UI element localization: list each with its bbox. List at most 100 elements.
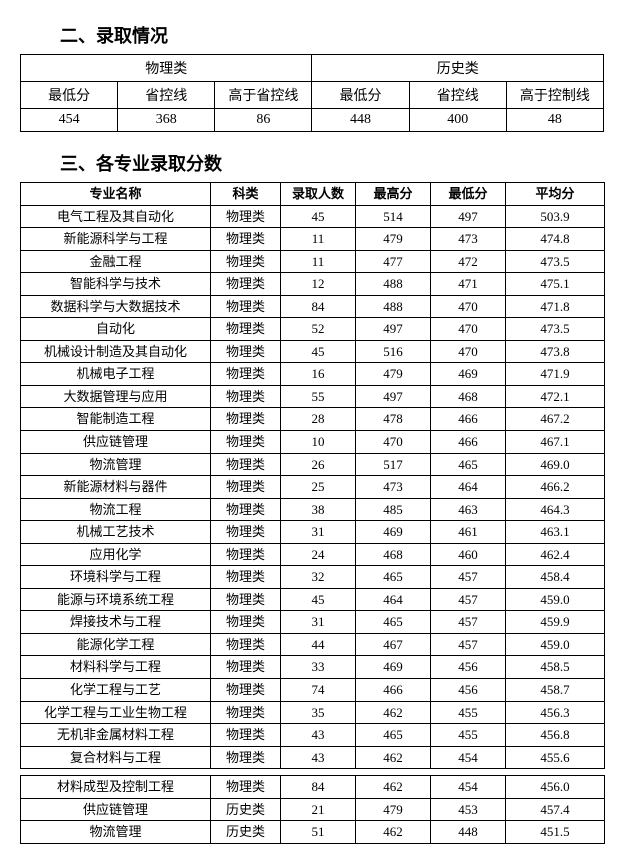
major-name: 材料科学与工程: [21, 656, 211, 679]
major-name: 环境科学与工程: [21, 566, 211, 589]
major-cell: 467: [356, 633, 431, 656]
major-cell: 473.8: [506, 340, 605, 363]
major-cell: 457.4: [506, 798, 605, 821]
table-row: 新能源材料与器件物理类25473464466.2: [21, 476, 605, 499]
majors-table-a: 专业名称科类录取人数最高分最低分平均分 电气工程及其自动化物理类45514497…: [20, 182, 605, 769]
table-row: 供应链管理物理类10470466467.1: [21, 431, 605, 454]
major-cell: 467.1: [506, 431, 605, 454]
major-cell: 458.5: [506, 656, 605, 679]
table-row: 能源与环境系统工程物理类45464457459.0: [21, 588, 605, 611]
major-cell: 471.8: [506, 295, 605, 318]
major-cell: 497: [356, 318, 431, 341]
major-cell: 454: [431, 776, 506, 799]
major-cell: 物理类: [211, 340, 281, 363]
table-row: 复合材料与工程物理类43462454455.6: [21, 746, 605, 769]
major-cell: 物理类: [211, 363, 281, 386]
major-cell: 503.9: [506, 205, 605, 228]
major-cell: 物理类: [211, 633, 281, 656]
major-cell: 468: [431, 385, 506, 408]
major-cell: 物理类: [211, 566, 281, 589]
table-row: 无机非金属材料工程物理类43465455456.8: [21, 724, 605, 747]
major-cell: 459.0: [506, 633, 605, 656]
admission-value: 454: [21, 109, 118, 132]
major-cell: 453: [431, 798, 506, 821]
table-row: 机械工艺技术物理类31469461463.1: [21, 521, 605, 544]
major-cell: 物理类: [211, 273, 281, 296]
major-cell: 471.9: [506, 363, 605, 386]
group-header-physics: 物理类: [21, 55, 312, 82]
major-cell: 517: [356, 453, 431, 476]
table-row: 化学工程与工艺物理类74466456458.7: [21, 679, 605, 702]
table-row: 供应链管理历史类21479453457.4: [21, 798, 605, 821]
table-row: 机械设计制造及其自动化物理类45516470473.8: [21, 340, 605, 363]
admission-subheader: 高于控制线: [506, 82, 603, 109]
major-cell: 466: [356, 679, 431, 702]
majors-header: 录取人数: [281, 183, 356, 206]
section-title-majors: 三、各专业录取分数: [60, 150, 604, 176]
table-row: 物流管理物理类26517465469.0: [21, 453, 605, 476]
table-row: 自动化物理类52497470473.5: [21, 318, 605, 341]
major-name: 复合材料与工程: [21, 746, 211, 769]
major-cell: 470: [431, 340, 506, 363]
major-cell: 456: [431, 679, 506, 702]
majors-header: 最低分: [431, 183, 506, 206]
major-cell: 473.5: [506, 250, 605, 273]
major-cell: 514: [356, 205, 431, 228]
major-cell: 479: [356, 798, 431, 821]
major-name: 新能源材料与器件: [21, 476, 211, 499]
major-name: 自动化: [21, 318, 211, 341]
major-cell: 43: [281, 724, 356, 747]
admission-value: 400: [409, 109, 506, 132]
major-cell: 451.5: [506, 821, 605, 844]
major-cell: 478: [356, 408, 431, 431]
major-cell: 488: [356, 273, 431, 296]
major-name: 金融工程: [21, 250, 211, 273]
major-cell: 43: [281, 746, 356, 769]
major-cell: 469.0: [506, 453, 605, 476]
table-row: 数据科学与大数据技术物理类84488470471.8: [21, 295, 605, 318]
major-cell: 16: [281, 363, 356, 386]
table-row: 机械电子工程物理类16479469471.9: [21, 363, 605, 386]
major-cell: 462: [356, 701, 431, 724]
major-cell: 454: [431, 746, 506, 769]
major-name: 数据科学与大数据技术: [21, 295, 211, 318]
major-cell: 468: [356, 543, 431, 566]
major-cell: 物理类: [211, 611, 281, 634]
major-cell: 470: [356, 431, 431, 454]
major-cell: 465: [356, 724, 431, 747]
major-cell: 38: [281, 498, 356, 521]
majors-header: 平均分: [506, 183, 605, 206]
major-cell: 485: [356, 498, 431, 521]
major-name: 电气工程及其自动化: [21, 205, 211, 228]
major-cell: 45: [281, 340, 356, 363]
major-name: 机械设计制造及其自动化: [21, 340, 211, 363]
major-cell: 497: [356, 385, 431, 408]
major-cell: 462: [356, 776, 431, 799]
major-cell: 物理类: [211, 588, 281, 611]
major-cell: 物理类: [211, 656, 281, 679]
majors-header: 最高分: [356, 183, 431, 206]
major-cell: 52: [281, 318, 356, 341]
major-cell: 11: [281, 250, 356, 273]
major-cell: 469: [356, 656, 431, 679]
major-cell: 物理类: [211, 408, 281, 431]
major-cell: 463: [431, 498, 506, 521]
majors-header: 专业名称: [21, 183, 211, 206]
admission-value: 86: [215, 109, 312, 132]
major-cell: 33: [281, 656, 356, 679]
major-cell: 32: [281, 566, 356, 589]
major-cell: 475.1: [506, 273, 605, 296]
major-cell: 465: [356, 566, 431, 589]
major-cell: 457: [431, 633, 506, 656]
major-cell: 477: [356, 250, 431, 273]
major-cell: 28: [281, 408, 356, 431]
major-name: 机械电子工程: [21, 363, 211, 386]
major-cell: 物理类: [211, 746, 281, 769]
major-cell: 历史类: [211, 821, 281, 844]
table-row: 环境科学与工程物理类32465457458.4: [21, 566, 605, 589]
admission-value: 48: [506, 109, 603, 132]
major-cell: 物理类: [211, 205, 281, 228]
major-cell: 457: [431, 566, 506, 589]
table-row: 物流管理历史类51462448451.5: [21, 821, 605, 844]
major-cell: 473.5: [506, 318, 605, 341]
